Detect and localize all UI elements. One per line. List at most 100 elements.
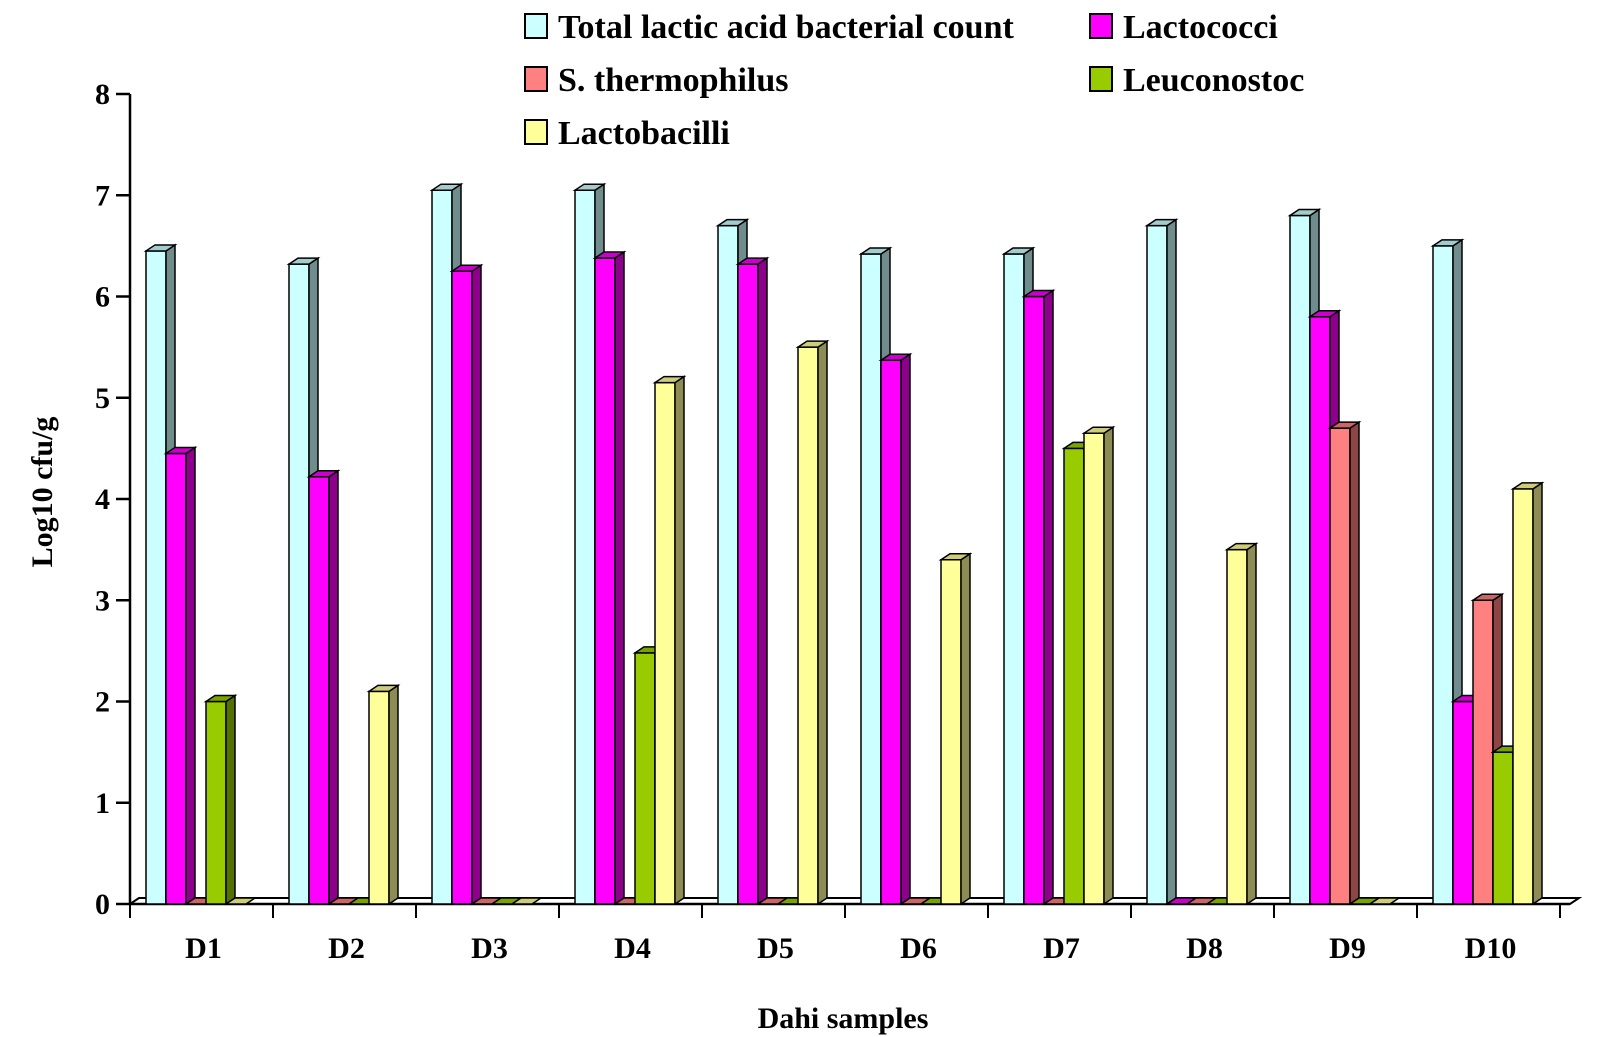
bar-top xyxy=(286,257,321,265)
bar-front xyxy=(634,652,656,905)
bar xyxy=(509,897,544,905)
bar-front xyxy=(1432,245,1454,905)
x-category-label: D3 xyxy=(471,932,508,965)
bar xyxy=(223,897,258,905)
bar-front xyxy=(368,690,390,905)
legend-item: Lactobacilli xyxy=(524,115,730,152)
bar-side xyxy=(900,352,911,906)
legend-item: Lactococci xyxy=(1089,9,1278,46)
bar-side xyxy=(757,256,768,906)
bar-side xyxy=(674,375,685,906)
bar-front xyxy=(1083,432,1105,905)
bar-front xyxy=(1512,488,1534,905)
bar-front xyxy=(1472,599,1494,905)
bar-front xyxy=(288,263,310,905)
x-category-label: D6 xyxy=(900,932,937,965)
y-tick-label: 1 xyxy=(95,787,110,820)
bar-front xyxy=(880,359,902,905)
bar-front xyxy=(1023,295,1045,905)
x-category-label: D2 xyxy=(328,932,365,965)
bar-top xyxy=(938,553,973,561)
bar-front xyxy=(308,475,330,905)
y-tick-label: 8 xyxy=(95,78,110,111)
bar-top xyxy=(715,218,750,227)
x-category-label: D7 xyxy=(1043,932,1080,965)
bar-side xyxy=(185,446,196,906)
bar-front xyxy=(145,250,167,905)
y-axis-title: Log10 cfu/g xyxy=(26,417,59,568)
bar-top xyxy=(509,897,544,905)
bar-side xyxy=(1166,218,1177,906)
bar-top xyxy=(1510,482,1545,490)
x-category-label: D5 xyxy=(757,932,794,965)
bar-top xyxy=(735,257,770,265)
bar-top xyxy=(878,353,913,362)
legend-label: Lactococci xyxy=(1123,9,1278,46)
bar xyxy=(938,552,973,906)
bar xyxy=(1144,218,1179,906)
x-category-label: D4 xyxy=(614,932,651,965)
legend-item: S. thermophilus xyxy=(524,62,789,99)
y-tick-label: 3 xyxy=(95,584,110,617)
bar-side xyxy=(388,683,399,906)
bar-top xyxy=(592,251,627,259)
bar-top xyxy=(1307,310,1342,318)
bar xyxy=(1367,897,1402,905)
x-category-label: D1 xyxy=(185,932,222,965)
y-tick-label: 7 xyxy=(95,179,110,212)
bar-top xyxy=(429,183,464,191)
bar-top xyxy=(203,694,238,703)
bar xyxy=(163,446,198,906)
bar-front xyxy=(431,189,453,905)
y-tick-label: 2 xyxy=(95,686,110,719)
bar xyxy=(1327,420,1362,906)
bar-front xyxy=(1329,427,1351,905)
bar-front xyxy=(594,257,616,905)
bar-top xyxy=(366,684,401,693)
bars xyxy=(143,182,1545,906)
bar-top xyxy=(1367,897,1402,905)
bar-side xyxy=(960,552,971,906)
x-category-label: D8 xyxy=(1186,932,1223,965)
bar-top xyxy=(1224,542,1259,551)
bar-side xyxy=(1246,542,1257,906)
bar-front xyxy=(205,700,227,905)
labels: 0 1 2 3 4 5 6 7 8 D1 D2 D3 D4 D5 D6 D7 D8 D9 D10 xyxy=(95,78,1516,965)
bar-top xyxy=(652,375,687,384)
legend: Total lactic acid bacterial count Lactoco… xyxy=(524,9,1304,152)
bar-top xyxy=(1021,289,1056,298)
y-tick-label: 5 xyxy=(95,382,110,415)
bar-front xyxy=(1226,548,1248,905)
bar xyxy=(652,375,687,906)
bar-front xyxy=(451,270,473,905)
bar xyxy=(1510,481,1545,906)
bar-top xyxy=(1144,218,1179,227)
x-category-label: D9 xyxy=(1329,932,1366,965)
bar xyxy=(1081,425,1116,906)
bar-top xyxy=(223,897,258,905)
bar-front xyxy=(1452,700,1474,905)
bar-front xyxy=(797,346,819,905)
bar-top xyxy=(572,183,607,191)
bar-front xyxy=(574,189,596,905)
y-tick-label: 6 xyxy=(95,281,110,314)
bar xyxy=(449,263,484,906)
legend-swatch xyxy=(524,119,548,145)
bar-front xyxy=(1492,751,1514,905)
bar-front xyxy=(940,559,962,905)
bar-side xyxy=(1532,481,1543,906)
x-category-label: D10 xyxy=(1465,932,1517,965)
bar xyxy=(306,469,341,906)
bar-front xyxy=(737,263,759,905)
bar-top xyxy=(1001,247,1036,255)
y-tick-label: 4 xyxy=(95,483,110,516)
bar-top xyxy=(1327,421,1362,429)
legend-item: Leuconostoc xyxy=(1089,62,1304,99)
legend-swatch xyxy=(1089,66,1113,92)
bar xyxy=(795,339,830,906)
legend-label: Lactobacilli xyxy=(558,115,730,152)
bar-top xyxy=(1287,208,1322,217)
bar-top xyxy=(143,244,178,252)
legend-label: Leuconostoc xyxy=(1123,62,1304,99)
